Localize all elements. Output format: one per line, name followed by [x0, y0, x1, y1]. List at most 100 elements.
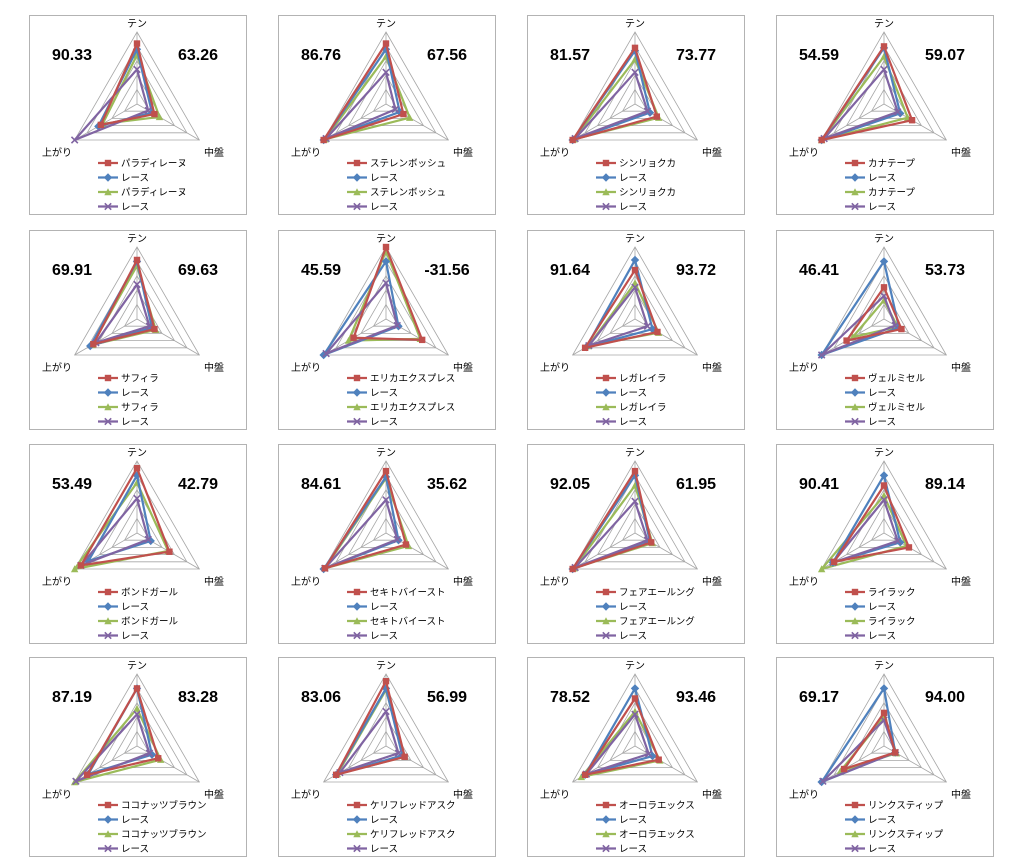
- legend-item: レース: [347, 631, 398, 642]
- legend-item: ケリフレッドアスク: [347, 801, 456, 812]
- left-value: 92.05: [550, 476, 590, 493]
- axis-label: 上がり: [540, 361, 570, 374]
- data-point-marker: [891, 321, 899, 330]
- legend-label: レース: [121, 631, 149, 642]
- series-line: [820, 45, 914, 142]
- series-line: [79, 497, 150, 567]
- legend-item: レース: [845, 202, 896, 213]
- axis-label: テン: [127, 448, 147, 459]
- legend-marker: [601, 602, 611, 611]
- series-line: [584, 268, 659, 349]
- data-point-marker: [155, 113, 164, 121]
- data-point-marker: [817, 351, 826, 359]
- data-point-marker: [332, 771, 340, 778]
- legend-item: エリカエクスプレス: [347, 403, 455, 414]
- data-point-marker: [631, 44, 639, 52]
- radar-spoke: [572, 103, 636, 141]
- data-point-marker: [133, 465, 141, 472]
- legend-item: レース: [845, 173, 896, 184]
- radar-spoke: [634, 318, 698, 356]
- legend-item: レース: [98, 844, 149, 855]
- left-value: 86.76: [301, 47, 341, 64]
- axis-label: 中盤: [951, 361, 971, 374]
- radar-ring: [571, 460, 699, 570]
- legend-item: サフィラ: [98, 403, 159, 414]
- axis-label: 上がり: [42, 575, 72, 588]
- legend-marker: [104, 188, 112, 196]
- data-point-marker: [819, 777, 827, 786]
- legend-label: セキトバイースト: [370, 617, 446, 628]
- radar-ring: [322, 673, 450, 783]
- right-value: 89.14: [925, 476, 965, 493]
- left-value: 54.59: [799, 47, 839, 64]
- series-line: [831, 498, 899, 564]
- legend-item: ステレンボッシュ: [347, 188, 446, 199]
- axis-label: 中盤: [702, 361, 722, 374]
- data-point-marker: [133, 685, 141, 692]
- data-point-marker: [892, 749, 899, 756]
- legend-item: レース: [347, 202, 398, 213]
- legend-item: ヴェルミセル: [845, 373, 926, 385]
- legend-label: レガレイラ: [619, 374, 667, 385]
- series-line: [833, 484, 911, 563]
- legend-item: レース: [596, 388, 647, 399]
- data-point-marker: [144, 106, 152, 115]
- radar-spoke: [634, 532, 698, 570]
- left-value: 90.33: [52, 47, 92, 64]
- axis-label: テン: [127, 661, 147, 672]
- data-point-marker: [133, 256, 141, 264]
- radar-ring: [335, 474, 437, 563]
- legend-marker: [353, 159, 361, 167]
- axis-label: テン: [127, 234, 147, 245]
- radar-series: [840, 709, 899, 773]
- legend-item: ヴェルミセル: [845, 402, 926, 414]
- data-point-marker: [393, 321, 401, 330]
- radar-series: [77, 465, 173, 569]
- axis-label: 上がり: [42, 146, 72, 159]
- axis-label: 上がり: [42, 788, 72, 801]
- axis-label: 上がり: [291, 788, 321, 801]
- radar-chart-panel: テン 中盤 上がり 78.52 93.46 オーロラエックス レース オーロラエックス レース: [527, 657, 745, 857]
- radar-ring: [870, 730, 898, 754]
- legend-label: レース: [370, 202, 398, 213]
- legend-label: レース: [121, 388, 149, 399]
- radar-ring: [820, 460, 948, 570]
- radar-spoke: [136, 318, 200, 356]
- right-value: 56.99: [427, 689, 467, 706]
- data-point-marker: [643, 322, 652, 330]
- legend-label: ココナッツブラウン: [121, 800, 207, 812]
- data-point-marker: [830, 558, 838, 565]
- radar-ring: [621, 303, 649, 327]
- radar-series: [83, 685, 162, 778]
- legend-label: ココナッツブラウン: [121, 829, 207, 841]
- legend-label: ライラック: [868, 588, 916, 599]
- right-value: 35.62: [427, 476, 467, 493]
- legend-marker: [601, 815, 611, 824]
- legend-item: レース: [98, 173, 149, 184]
- legend-item: サフィラ: [98, 374, 159, 385]
- legend-marker: [104, 202, 112, 211]
- radar-spoke: [385, 745, 449, 783]
- data-point-marker: [817, 565, 826, 573]
- right-value: 61.95: [676, 476, 716, 493]
- axis-label: 中盤: [453, 788, 473, 801]
- legend-marker: [602, 374, 610, 382]
- legend-marker: [602, 617, 610, 625]
- legend-label: レース: [868, 631, 896, 642]
- legend-marker: [851, 617, 859, 625]
- series-line: [322, 48, 401, 142]
- radar-ring: [858, 716, 910, 761]
- radar-chart-panel: テン 中盤 上がり 91.64 93.72 レガレイラ レース レガレイラ レース: [527, 230, 745, 430]
- legend-marker: [850, 602, 860, 611]
- data-point-marker: [382, 467, 390, 475]
- data-point-marker: [418, 336, 426, 344]
- legend-marker: [104, 159, 112, 167]
- legend-marker: [851, 374, 859, 382]
- legend-item: レース: [98, 388, 149, 399]
- legend-item: レース: [347, 844, 398, 855]
